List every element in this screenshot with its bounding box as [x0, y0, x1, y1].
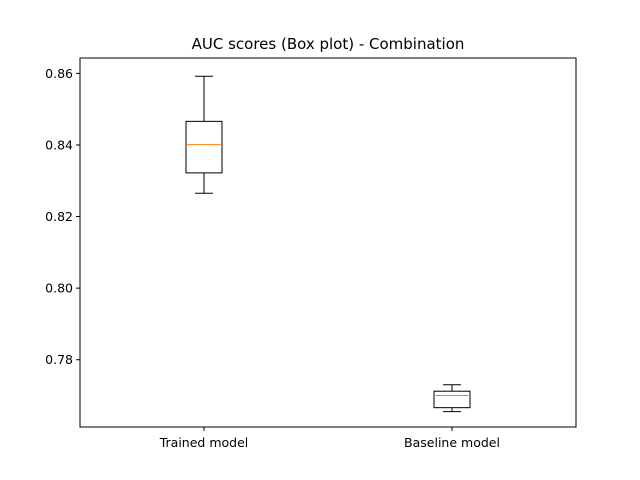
y-tick-label: 0.78 — [45, 352, 73, 367]
iqr-box — [185, 120, 223, 174]
y-tick-label: 0.86 — [45, 66, 73, 81]
x-tick-label: Trained model — [159, 435, 249, 450]
plot-area: 0.78 0.80 0.82 0.84 0.86 Trained model Baselin… — [45, 66, 500, 450]
axes-frame — [79, 57, 577, 428]
chart-title: AUC scores (Box plot) - Combination — [192, 35, 465, 53]
iqr-box — [433, 390, 471, 409]
y-tick-label: 0.80 — [45, 281, 73, 296]
y-tick-label: 0.84 — [45, 137, 73, 152]
x-tick-label: Baseline model — [404, 435, 500, 450]
y-tick-label: 0.82 — [45, 209, 73, 224]
